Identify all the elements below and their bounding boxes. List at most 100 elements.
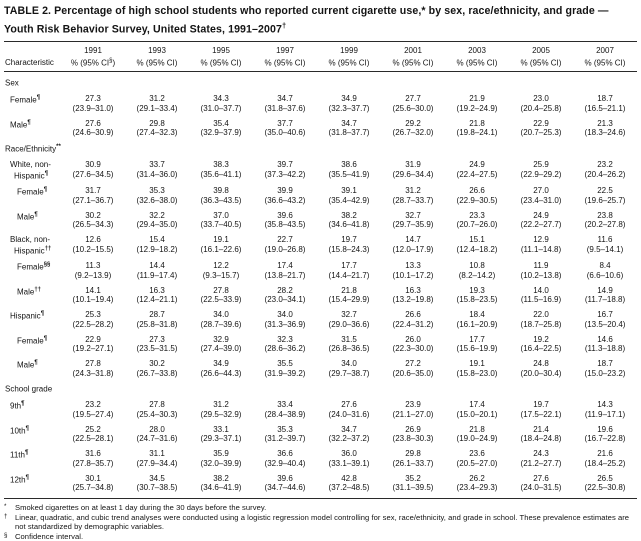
row-label-text: Female: [17, 262, 44, 272]
row-label-text: Male: [17, 212, 35, 222]
year-header: 2003: [468, 45, 486, 55]
section-row: Sex: [4, 72, 637, 89]
ci-header: % (95% CI): [125, 55, 189, 73]
percent-value: 30.9: [85, 160, 101, 169]
year-header: 1999: [340, 45, 358, 55]
value-cell: 27.8 (25.4–30.3): [125, 395, 189, 420]
ci-value: (28.4–38.9): [264, 409, 306, 419]
row-label-text: Female: [17, 187, 44, 197]
value-cell: 14.3 (11.9–17.1): [573, 395, 637, 420]
table-row: 9th¶ 23.2 (19.5–27.4) 27.8 (25.4–30.3) 31.2 (2…: [4, 395, 637, 420]
ci-value: (35.0–40.6): [264, 128, 306, 138]
percent-value: 25.2: [85, 424, 101, 434]
percent-value: 26.2: [469, 473, 485, 483]
value-cell: 16.7 (13.5–20.4): [573, 305, 637, 330]
ci-value: (11.9–17.1): [584, 409, 626, 419]
value-cell: 39.9 (36.6–43.2): [253, 181, 317, 206]
value-cell: 12.2 (9.3–15.7): [189, 256, 253, 281]
ci-value: (18.3–24.6): [584, 128, 626, 138]
ci-value: (25.4–30.3): [136, 409, 178, 419]
value-cell: 36.6 (32.9–40.4): [253, 444, 317, 469]
ci-header: % (95% CI): [509, 55, 573, 73]
value-cell: 26.9 (23.8–30.3): [381, 419, 445, 444]
value-cell: 31.6 (27.8–35.7): [61, 444, 125, 469]
ci-header-suffix: ): [302, 58, 306, 68]
table-title: TABLE 2. Percentage of high school stude…: [4, 5, 637, 37]
ci-header: % (95% CI): [381, 55, 445, 73]
section-label: Race/Ethnicity: [5, 144, 57, 154]
ci-value: (15.8–23.5): [456, 295, 498, 305]
percent-value: 31.1: [149, 449, 165, 459]
ci-value: (29.1–33.4): [136, 103, 178, 113]
row-label-sup: ¶: [27, 119, 31, 126]
value-cell: 27.3 (23.9–31.0): [61, 89, 125, 114]
percent-value: 24.8: [533, 359, 549, 369]
percent-value: 36.0: [341, 449, 357, 459]
ci-value: (9.5–14.1): [586, 244, 624, 254]
percent-value: 31.2: [213, 400, 229, 410]
percent-value: 34.7: [341, 424, 357, 434]
table-row: Female§§ 11.3 (9.2–13.9) 14.4 (11.9–17.4) 12.…: [4, 256, 637, 281]
ci-value: (18.7–25.8): [520, 319, 562, 329]
ci-value: (24.0–31.5): [520, 483, 562, 493]
value-cell: 31.2 (28.7–33.7): [381, 181, 445, 206]
ci-value: (32.2–37.2): [328, 434, 370, 444]
percent-value: 26.6: [469, 186, 485, 196]
ci-value: (26.7–32.0): [392, 128, 434, 138]
percent-value: 25.3: [85, 310, 101, 320]
percent-value: 27.7: [405, 94, 421, 104]
percent-value: 27.2: [405, 359, 421, 369]
table-row: 10th¶ 25.2 (22.5–28.1) 28.0 (24.7–31.6) 33.1(…: [4, 419, 637, 444]
year-header: 2001: [404, 45, 422, 55]
value-cell: 35.9 (32.0–39.9): [189, 444, 253, 469]
ci-value: (9.3–15.7): [202, 270, 240, 280]
percent-value: 16.3: [405, 285, 421, 295]
ci-value: (23.4–31.0): [520, 195, 562, 205]
percent-value: 23.6: [469, 449, 485, 459]
percent-value: 23.2: [85, 400, 101, 410]
ci-value: (23.4–29.3): [456, 483, 498, 493]
ci-value: (18.4–25.2): [584, 458, 626, 468]
footnotes: * Smoked cigarettes on at least 1 day dur…: [4, 503, 637, 541]
ci-value: (12.0–17.9): [392, 244, 434, 254]
percent-value: 27.8: [85, 359, 101, 369]
value-cell: 31.1 (27.9–34.4): [125, 444, 189, 469]
ci-value: (32.0–39.9): [200, 458, 242, 468]
value-cell: 31.7 (27.1–36.7): [61, 181, 125, 206]
footnote-marker: *: [4, 502, 7, 510]
value-cell: 23.3 (20.7–26.0): [445, 205, 509, 230]
percent-value: 27.6: [85, 118, 101, 128]
value-cell: 29.2 (26.7–32.0): [381, 113, 445, 138]
value-cell: 33.4 (28.4–38.9): [253, 395, 317, 420]
ci-value: (20.4–25.8): [520, 103, 562, 113]
value-cell: 34.3 (31.0–37.7): [189, 89, 253, 114]
ci-header-prefix: % (95% CI: [584, 58, 623, 68]
ci-header-suffix: ): [366, 58, 370, 68]
value-cell: 27.2 (20.6–35.0): [381, 354, 445, 379]
ci-value: (33.7–40.5): [200, 220, 242, 230]
percent-value: 35.3: [149, 186, 165, 196]
percent-value: 17.4: [469, 400, 485, 410]
percent-value: 16.3: [149, 285, 165, 295]
value-cell: 19.7 (15.8–24.3): [317, 230, 381, 256]
ci-value: (37.3–42.2): [264, 169, 306, 179]
row-label-lastline: 9th¶: [10, 400, 61, 411]
ci-value: (24.0–31.6): [328, 409, 370, 419]
value-cell: 25.3 (22.5–28.2): [61, 305, 125, 330]
ci-value: (20.2–27.8): [584, 220, 626, 230]
ci-value: (20.6–35.0): [392, 368, 434, 378]
value-cell: 15.1 (12.4–18.2): [445, 230, 509, 256]
ci-value: (10.1–19.4): [72, 295, 114, 305]
value-cell: 32.9 (27.4–39.0): [189, 329, 253, 354]
ci-value: (16.7–22.8): [584, 434, 626, 444]
footnote: * Smoked cigarettes on at least 1 day dur…: [4, 503, 637, 513]
ci-value: (8.2–14.2): [458, 270, 496, 280]
ci-value: (23.5–31.5): [136, 344, 178, 354]
percent-value: 26.5: [597, 473, 613, 483]
percent-value: 38.3: [213, 160, 229, 169]
ci-value: (19.5–27.4): [72, 409, 114, 419]
percent-value: 34.9: [213, 359, 229, 369]
percent-value: 29.8: [149, 118, 165, 128]
ci-value: (26.7–33.8): [136, 368, 178, 378]
row-label-lastline: 11th¶: [10, 449, 61, 460]
